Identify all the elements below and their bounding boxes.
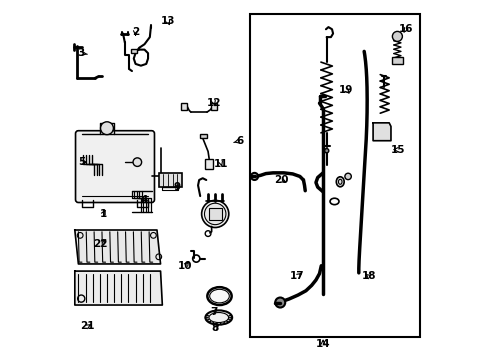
Circle shape: [101, 122, 113, 135]
Bar: [205, 158, 213, 169]
Text: 11: 11: [214, 159, 228, 169]
Text: 6: 6: [233, 136, 244, 146]
Text: 10: 10: [178, 261, 192, 271]
Bar: [181, 103, 187, 111]
Bar: [159, 173, 182, 187]
Text: 15: 15: [390, 145, 405, 155]
FancyBboxPatch shape: [75, 131, 154, 203]
Bar: [249, 14, 419, 337]
Bar: [200, 134, 206, 138]
Text: 5: 5: [78, 157, 86, 167]
Ellipse shape: [336, 177, 344, 187]
Text: 1: 1: [100, 209, 107, 219]
Text: 18: 18: [361, 271, 375, 282]
Circle shape: [133, 158, 142, 166]
Circle shape: [324, 149, 328, 153]
Bar: [131, 49, 137, 53]
Polygon shape: [75, 230, 160, 264]
Text: 21: 21: [80, 321, 94, 332]
Ellipse shape: [208, 312, 228, 323]
Text: 13: 13: [160, 16, 175, 26]
Text: 12: 12: [206, 98, 221, 108]
Text: 3: 3: [77, 48, 87, 58]
Bar: [210, 103, 217, 111]
Text: 16: 16: [398, 24, 412, 34]
Bar: [208, 208, 221, 220]
Text: 4: 4: [140, 195, 147, 204]
Text: 20: 20: [273, 175, 288, 185]
Text: 14: 14: [315, 339, 330, 349]
Text: 17: 17: [289, 271, 304, 282]
Text: 22: 22: [93, 239, 107, 249]
Text: 7: 7: [210, 307, 217, 317]
Polygon shape: [372, 123, 390, 141]
Ellipse shape: [344, 173, 350, 180]
Circle shape: [201, 201, 228, 228]
Text: 2: 2: [132, 27, 139, 37]
Ellipse shape: [205, 310, 232, 325]
Circle shape: [391, 31, 402, 41]
Circle shape: [275, 297, 285, 307]
Polygon shape: [75, 271, 162, 305]
Ellipse shape: [207, 287, 231, 305]
Text: 19: 19: [338, 85, 353, 95]
Bar: [391, 57, 402, 64]
Text: 9: 9: [173, 182, 180, 192]
Text: 8: 8: [211, 323, 219, 333]
Circle shape: [250, 173, 258, 180]
Circle shape: [204, 203, 225, 225]
